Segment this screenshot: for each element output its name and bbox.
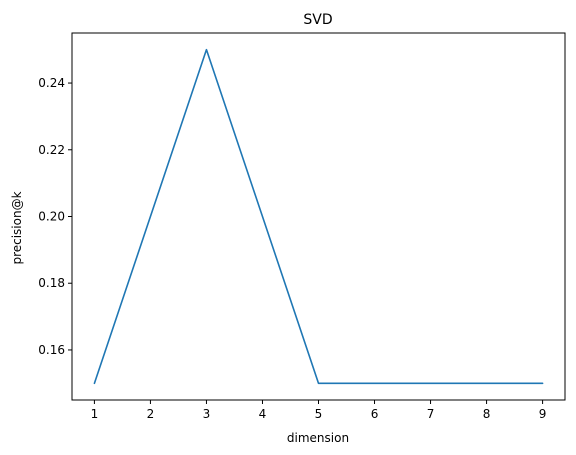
x-tick-label: 8	[483, 407, 491, 421]
y-tick-label: 0.20	[38, 210, 65, 224]
y-axis: 0.16 0.18 0.20 0.22 0.24	[38, 76, 72, 357]
series-line-0	[93, 48, 544, 385]
y-tick-label: 0.18	[38, 276, 65, 290]
chart-title: SVD	[303, 12, 332, 28]
x-tick-label: 4	[259, 407, 267, 421]
y-tick-label: 0.16	[38, 343, 65, 357]
y-tick-label: 0.22	[38, 143, 65, 157]
x-tick-label: 3	[203, 407, 211, 421]
x-axis-label: dimension	[287, 431, 349, 445]
x-axis: 1 2 3 4 5 6 7 8 9	[91, 400, 547, 421]
x-tick-label: 1	[91, 407, 99, 421]
x-tick-label: 6	[371, 407, 379, 421]
y-tick-label: 0.24	[38, 76, 65, 90]
x-tick-label: 7	[427, 407, 435, 421]
y-axis-label: precision@k	[10, 191, 24, 264]
x-tick-label: 9	[539, 407, 547, 421]
x-tick-label: 5	[315, 407, 323, 421]
plot-area	[93, 48, 544, 385]
x-tick-label: 2	[147, 407, 155, 421]
